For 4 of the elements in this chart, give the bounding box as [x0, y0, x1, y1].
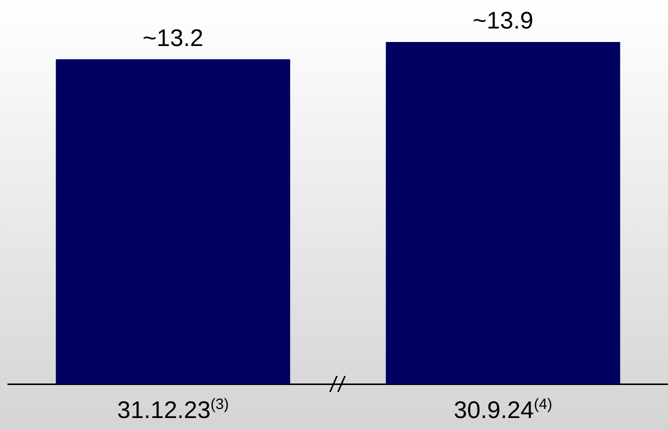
- x-tick-label: 30.9.24$^{(4)}$: [454, 396, 552, 425]
- data-label: ~13.2: [142, 24, 204, 52]
- x-tick-label: 31.12.23$^{(3)}$: [117, 396, 229, 425]
- data-label: ~13.9: [472, 8, 534, 35]
